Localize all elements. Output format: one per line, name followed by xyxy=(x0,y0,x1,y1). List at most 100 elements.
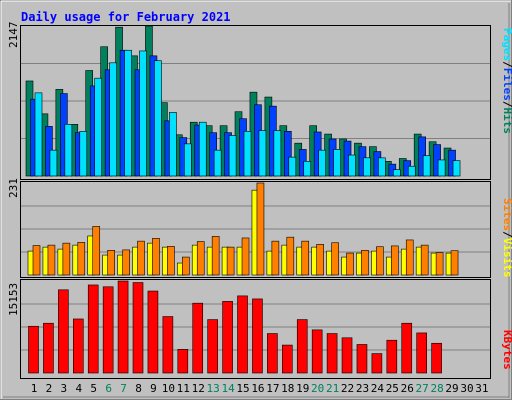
bar-kbytes-day-9 xyxy=(147,290,159,374)
bar-pages-day-8 xyxy=(139,50,147,177)
day-label-10: 10 xyxy=(162,382,175,395)
day-label-13: 13 xyxy=(207,382,220,395)
kbytes-legend: KBytes xyxy=(501,330,512,370)
bar-kbytes-day-3 xyxy=(58,289,69,374)
bar-sites-day-8 xyxy=(137,240,145,276)
day-label-4: 4 xyxy=(75,382,82,395)
day-label-18: 18 xyxy=(281,382,294,395)
day-label-7: 7 xyxy=(120,382,127,395)
bar-pages-day-7 xyxy=(124,49,132,177)
day-label-20: 20 xyxy=(311,382,324,395)
day-label-28: 28 xyxy=(430,382,443,395)
bar-kbytes-day-13 xyxy=(207,319,218,374)
day-label-23: 23 xyxy=(356,382,369,395)
bar-sites-day-26 xyxy=(405,239,414,276)
legend-sites: Sites xyxy=(501,198,512,231)
legend-pages: Pages xyxy=(501,28,512,61)
bar-pages-day-27 xyxy=(422,155,431,177)
chart-title: Daily usage for February 2021 xyxy=(21,10,231,24)
bar-kbytes-day-23 xyxy=(356,344,368,374)
day-label-14: 14 xyxy=(221,382,235,395)
bar-pages-day-20 xyxy=(318,149,326,177)
bar-sites-day-28 xyxy=(435,252,444,276)
bar-kbytes-day-28 xyxy=(431,342,442,374)
day-label-30: 30 xyxy=(460,382,473,395)
bar-kbytes-day-27 xyxy=(416,332,427,374)
bar-pages-day-10 xyxy=(169,112,177,177)
bar-sites-day-1 xyxy=(32,245,41,276)
bar-pages-day-16 xyxy=(258,130,267,177)
bar-kbytes-day-11 xyxy=(177,349,189,374)
bar-kbytes-day-26 xyxy=(401,322,413,374)
bar-sites-day-14 xyxy=(226,246,235,276)
bar-sites-day-22 xyxy=(346,252,354,276)
bar-pages-day-15 xyxy=(243,130,252,177)
kbytes-max-label: 15153 xyxy=(7,283,20,316)
day-label-25: 25 xyxy=(386,382,399,395)
bar-pages-day-18 xyxy=(288,156,297,177)
bar-kbytes-day-19 xyxy=(296,319,308,374)
bar-pages-day-17 xyxy=(273,130,282,177)
visits-max-label: 231 xyxy=(7,178,20,198)
bar-kbytes-day-18 xyxy=(282,344,293,374)
bar-pages-day-1 xyxy=(34,92,43,177)
chart-marks xyxy=(21,25,490,374)
bar-pages-day-24 xyxy=(378,157,386,177)
bar-pages-day-2 xyxy=(49,149,58,177)
bar-sites-day-3 xyxy=(62,242,71,276)
bar-kbytes-day-8 xyxy=(132,282,144,374)
bar-pages-day-9 xyxy=(154,60,162,177)
bar-sites-day-16 xyxy=(256,182,265,276)
day-label-11: 11 xyxy=(177,382,190,395)
day-label-2: 2 xyxy=(46,382,53,395)
day-label-16: 16 xyxy=(251,382,264,395)
bar-pages-day-3 xyxy=(64,123,73,177)
x-axis-day-labels: 1 2 3 4 5 6 7 8 9 10 11 12 13 14 15 16 17 18 19 20 21 22 23 24 2… xyxy=(31,382,489,395)
day-label-26: 26 xyxy=(401,382,414,395)
bar-kbytes-day-24 xyxy=(371,353,383,374)
bar-kbytes-day-17 xyxy=(267,333,278,374)
bar-sites-day-27 xyxy=(420,244,429,276)
bar-kbytes-day-25 xyxy=(386,339,398,374)
bar-kbytes-day-6 xyxy=(102,286,114,374)
bar-kbytes-day-14 xyxy=(222,301,233,374)
bar-sites-day-20 xyxy=(316,244,324,276)
bar-sites-day-25 xyxy=(391,245,399,276)
legend-sep-3: / xyxy=(501,231,512,238)
bar-sites-day-13 xyxy=(211,236,220,276)
bar-pages-day-5 xyxy=(94,77,103,177)
day-label-8: 8 xyxy=(135,382,142,395)
day-label-1: 1 xyxy=(31,382,38,395)
bar-pages-day-22 xyxy=(348,154,356,177)
bar-kbytes-day-5 xyxy=(87,284,99,374)
legend-files: Files xyxy=(501,68,512,101)
visits-legend: Sites/Visits xyxy=(501,198,512,278)
day-label-12: 12 xyxy=(192,382,205,395)
day-label-15: 15 xyxy=(236,382,249,395)
bar-kbytes-day-20 xyxy=(311,329,323,374)
bar-sites-day-21 xyxy=(331,242,339,276)
bar-kbytes-day-16 xyxy=(252,298,263,374)
day-label-24: 24 xyxy=(371,382,385,395)
day-label-6: 6 xyxy=(105,382,112,395)
day-label-17: 17 xyxy=(266,382,279,395)
hits-legend: Pages/Files/Hits xyxy=(501,28,512,134)
bar-kbytes-day-1 xyxy=(28,325,39,374)
bar-pages-day-19 xyxy=(303,161,312,177)
bar-pages-day-21 xyxy=(333,149,341,177)
legend-visits: Visits xyxy=(501,238,512,278)
bar-pages-day-11 xyxy=(184,143,192,177)
day-label-22: 22 xyxy=(341,382,354,395)
bar-pages-day-12 xyxy=(198,121,207,177)
bar-sites-day-11 xyxy=(182,256,190,276)
bar-pages-day-14 xyxy=(228,135,237,177)
day-label-27: 27 xyxy=(416,382,429,395)
bar-kbytes-day-10 xyxy=(162,316,174,374)
bar-sites-day-2 xyxy=(47,244,56,276)
bar-sites-day-29 xyxy=(450,250,459,276)
day-label-9: 9 xyxy=(150,382,157,395)
day-label-29: 29 xyxy=(445,382,458,395)
day-label-3: 3 xyxy=(61,382,68,395)
bar-pages-day-4 xyxy=(79,130,88,177)
